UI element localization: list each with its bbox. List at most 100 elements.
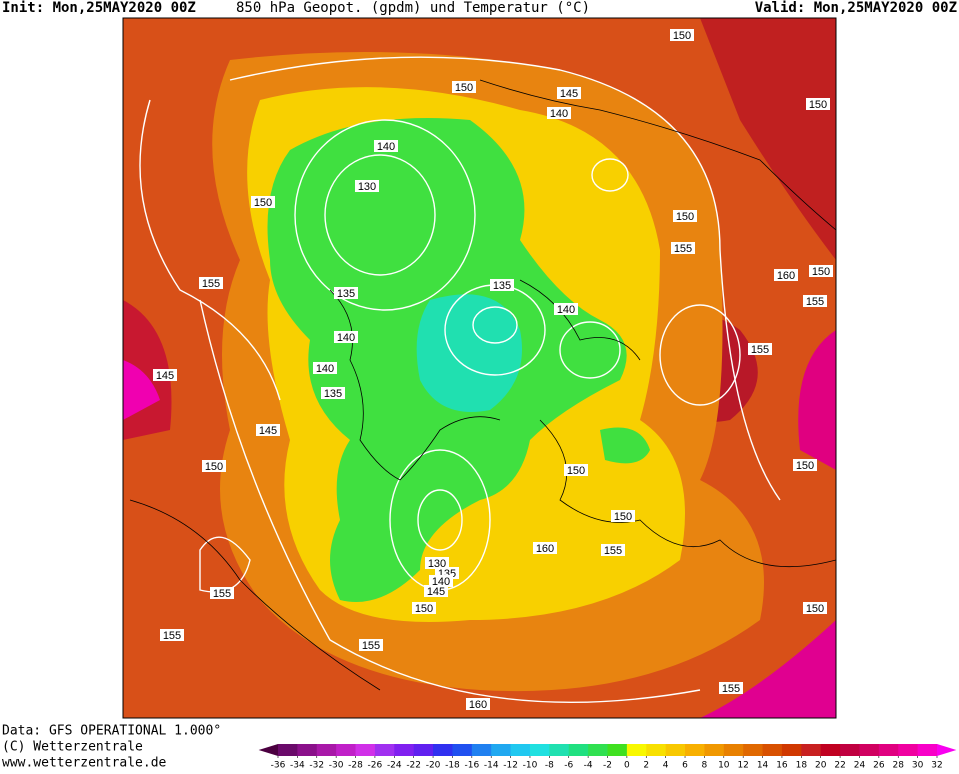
colorbar-swatch <box>336 744 357 756</box>
contour-label: 140 <box>550 108 568 120</box>
contour-label: 150 <box>812 266 830 278</box>
colorbar-swatch <box>723 744 744 756</box>
contour-label-box <box>160 629 184 641</box>
contour-label: 135 <box>493 280 511 292</box>
colorbar-tick-label: -36 <box>271 761 286 771</box>
colorbar-tick-label: -24 <box>387 761 402 771</box>
colorbar-tick-label: 4 <box>663 761 669 771</box>
contour-label-box <box>774 269 798 281</box>
valid-time: Valid: Mon,25MAY2020 00Z <box>755 0 957 16</box>
colorbar-tick-label: -22 <box>406 761 421 771</box>
colorbar-tick-label: -16 <box>464 761 479 771</box>
website: www.wetterzentrale.de <box>2 756 167 771</box>
contour-label-box <box>429 575 453 587</box>
contour-label: 155 <box>604 545 622 557</box>
colorbar-swatch <box>316 744 337 756</box>
contour-label: 135 <box>337 288 355 300</box>
colorbar-tick-label: -34 <box>290 761 305 771</box>
contour-label-box <box>748 343 772 355</box>
contour-label-box <box>202 460 226 472</box>
map-title: 850 hPa Geopot. (gpdm) und Temperatur (°… <box>236 0 590 16</box>
colorbar-swatch <box>529 744 550 756</box>
contour-labels: 150 150 145 140 150 140 130 150 150 155 160 150 155 1… <box>153 29 833 711</box>
contour-label: 145 <box>259 425 277 437</box>
contour-label-box <box>251 196 275 208</box>
contour-label: 150 <box>796 460 814 472</box>
contour-label: 150 <box>415 603 433 615</box>
contour-label-box <box>793 459 817 471</box>
colorbar-swatch <box>433 744 453 756</box>
colorbar-tick-label: -20 <box>426 761 441 771</box>
contour-label-box <box>564 464 588 476</box>
contour-label: 155 <box>163 630 181 642</box>
contour-label-box <box>359 639 383 651</box>
colorbar-swatch <box>452 744 473 756</box>
contour-label: 160 <box>536 543 554 555</box>
contour-label: 160 <box>777 270 795 282</box>
copyright: (C) Wetterzentrale <box>2 740 143 755</box>
colorbar-tick-label: -32 <box>309 761 324 771</box>
contour-label: 135 <box>324 388 342 400</box>
very-cold-region <box>416 294 522 412</box>
colorbar-tick-label: -4 <box>584 761 593 771</box>
contour-label: 140 <box>337 332 355 344</box>
colorbar-tick-label: 20 <box>815 761 827 771</box>
contour-label-box <box>321 387 345 399</box>
colorbar-swatch <box>917 744 938 756</box>
contour-label: 130 <box>428 558 446 570</box>
colorbar-swatch <box>607 744 628 756</box>
colorbar-swatch <box>859 744 880 756</box>
contour-label: 150 <box>809 99 827 111</box>
contour-label-box <box>673 210 697 222</box>
init-time: Init: Mon,25MAY2020 00Z <box>2 0 196 16</box>
contour-label: 155 <box>362 640 380 652</box>
contour-label-box <box>601 544 625 556</box>
contour-label: 150 <box>455 82 473 94</box>
contour-label-box <box>803 602 827 614</box>
contour-label: 155 <box>722 683 740 695</box>
colorbar-tick-label: 28 <box>893 761 905 771</box>
colorbar-swatch <box>355 744 376 756</box>
hot-region <box>700 620 836 718</box>
contour-label-box <box>554 303 578 315</box>
colorbar-swatch <box>781 744 802 756</box>
contour-label: 160 <box>469 699 487 711</box>
colorbar-arrow <box>937 744 957 756</box>
colorbar-tick-label: 24 <box>854 761 866 771</box>
contour-label-box <box>806 98 830 110</box>
contour-label: 150 <box>567 465 585 477</box>
colorbar-swatch <box>549 744 570 756</box>
colorbar-swatch <box>588 744 608 756</box>
contour-label-box <box>313 362 337 374</box>
colorbar-tick-label: -8 <box>545 761 554 771</box>
colorbar-swatch <box>374 744 395 756</box>
colorbar-tick-label: 14 <box>757 761 769 771</box>
contour-label-box <box>490 279 514 291</box>
colorbar-tick-label: 22 <box>834 761 845 771</box>
colorbar-tick-label: -18 <box>445 761 460 771</box>
colorbar-swatch <box>510 744 531 756</box>
colorbar: -36 -34 -32 -30 -28 -26 -24 -22 -20 -18 -16 -14 -12-… <box>258 744 957 771</box>
hot-region <box>123 360 160 420</box>
contour-label-box <box>425 557 449 569</box>
contour-label-box <box>719 682 743 694</box>
colorbar-swatch <box>743 744 764 756</box>
contour-label-box <box>611 510 635 522</box>
contour-label-box <box>153 369 177 381</box>
contour-label-box <box>374 140 398 152</box>
colorbar-swatch <box>394 744 415 756</box>
colorbar-tick-label: -10 <box>523 761 538 771</box>
colorbar-swatch <box>646 744 667 756</box>
contour-label: 155 <box>806 296 824 308</box>
contour-label-box <box>533 542 557 554</box>
contour-label: 140 <box>557 304 575 316</box>
contour-label: 130 <box>358 181 376 193</box>
colorbar-swatch <box>801 744 822 756</box>
contour-label: 140 <box>377 141 395 153</box>
contour-label-box <box>256 424 280 436</box>
colorbar-tick-label: 2 <box>643 761 649 771</box>
coastlines <box>129 79 836 691</box>
colorbar-tick-label: -2 <box>603 761 612 771</box>
contour-label-box <box>199 277 223 289</box>
